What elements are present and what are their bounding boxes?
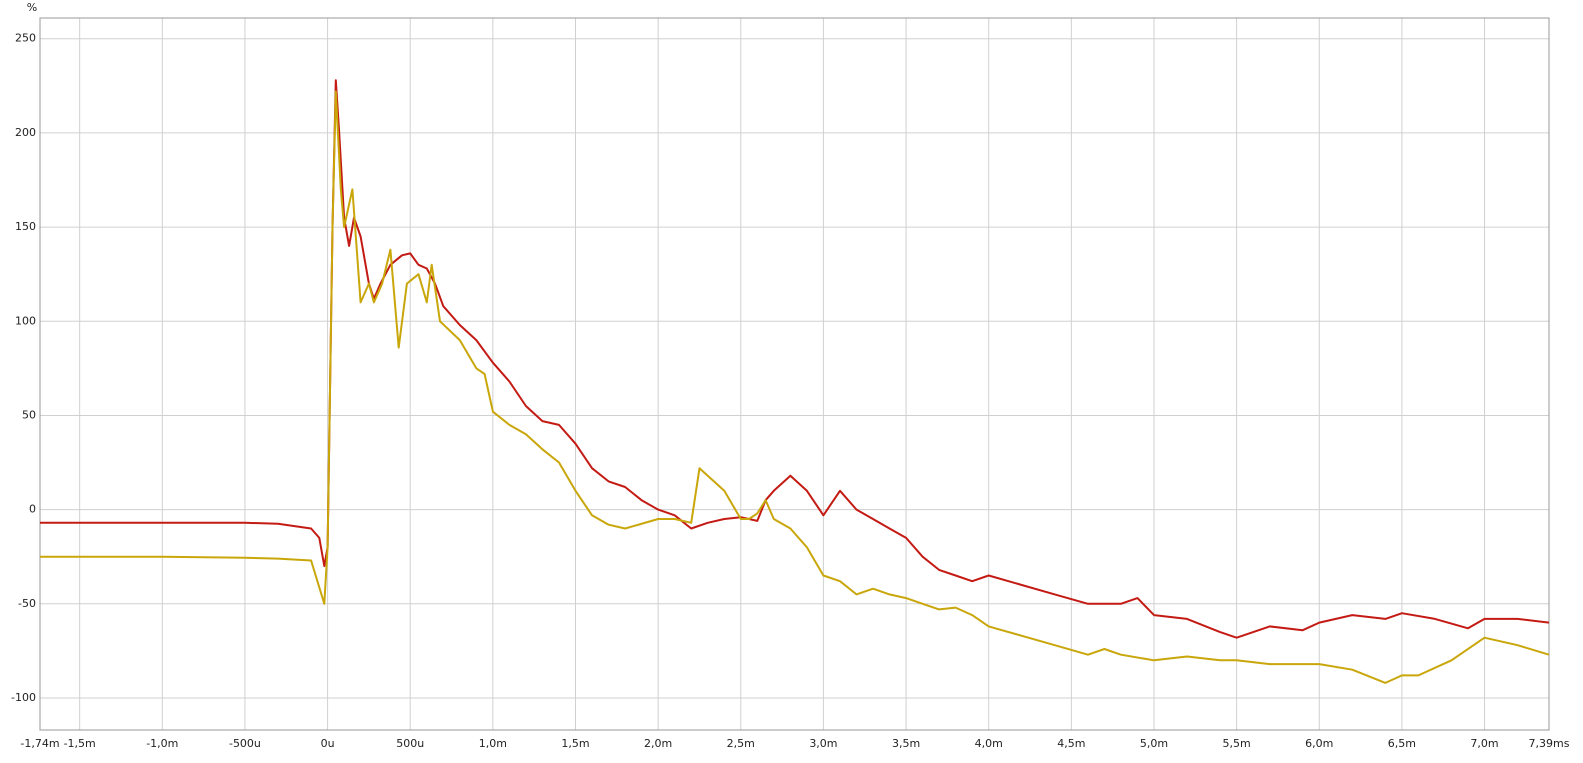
- x-tick-label: 500u: [396, 737, 424, 750]
- x-tick-label: 6,0m: [1305, 737, 1333, 750]
- x-tick-label: -1,0m: [146, 737, 178, 750]
- y-tick-label: 200: [15, 126, 36, 139]
- data-line: [40, 79, 1550, 639]
- y-tick-label: -100: [11, 691, 36, 704]
- x-tick-label: 6,5m: [1388, 737, 1416, 750]
- x-tick-label: 7,0m: [1470, 737, 1498, 750]
- x-tick-label: 5,5m: [1223, 737, 1251, 750]
- x-tick-label: -1,74m: [20, 737, 59, 750]
- data-line: [40, 90, 1550, 684]
- y-tick-label: 100: [15, 314, 36, 327]
- x-tick-label: -500u: [229, 737, 261, 750]
- x-tick-label: 4,5m: [1057, 737, 1085, 750]
- x-tick-label: 2,0m: [644, 737, 672, 750]
- x-tick-label: 7,39ms: [1529, 737, 1570, 750]
- x-tick-label: 4,0m: [975, 737, 1003, 750]
- y-tick-label: 0: [29, 503, 36, 516]
- x-tick-label: 2,5m: [727, 737, 755, 750]
- x-tick-label: 0u: [321, 737, 335, 750]
- x-tick-label: 3,5m: [892, 737, 920, 750]
- y-tick-label: 150: [15, 220, 36, 233]
- x-tick-label: 5,0m: [1140, 737, 1168, 750]
- y-tick-label: -50: [18, 597, 36, 610]
- x-tick-label: -1,5m: [64, 737, 96, 750]
- y-tick-label: 50: [22, 408, 36, 421]
- x-tick-label: 1,5m: [561, 737, 589, 750]
- x-tick-label: 3,0m: [809, 737, 837, 750]
- plot-border: [39, 17, 1550, 731]
- y-tick-label: 250: [15, 32, 36, 45]
- x-tick-label: 1,0m: [479, 737, 507, 750]
- y-axis-label: %: [27, 1, 37, 14]
